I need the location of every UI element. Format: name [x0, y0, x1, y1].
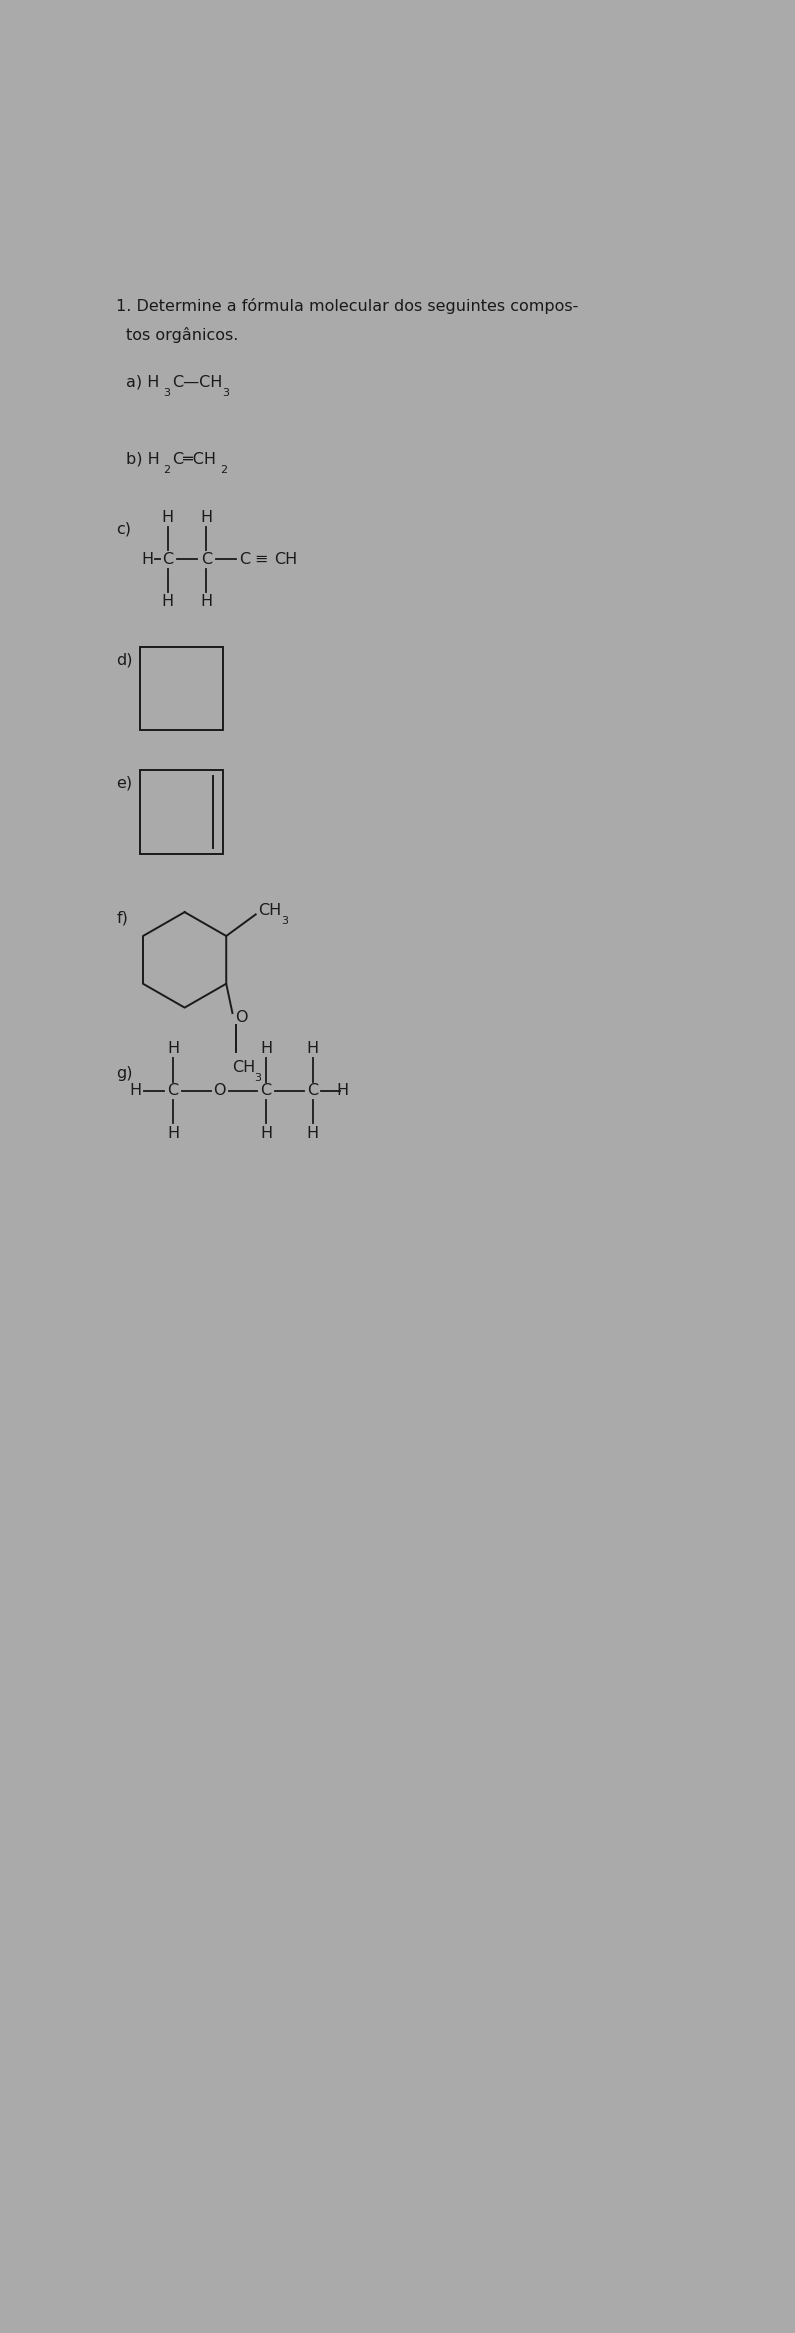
- Text: C—CH: C—CH: [173, 376, 223, 390]
- Text: H: H: [200, 595, 212, 609]
- Text: f): f): [116, 910, 128, 924]
- Text: H: H: [161, 595, 173, 609]
- Text: CH: CH: [274, 553, 298, 567]
- Text: H: H: [200, 509, 212, 525]
- Text: C: C: [168, 1083, 179, 1099]
- Text: CH: CH: [258, 903, 281, 919]
- Text: H: H: [130, 1083, 142, 1099]
- Text: C: C: [239, 553, 250, 567]
- Text: C: C: [201, 553, 212, 567]
- Text: H: H: [260, 1041, 272, 1057]
- Text: CH: CH: [231, 1059, 255, 1076]
- Text: O: O: [213, 1083, 226, 1099]
- Text: c): c): [116, 520, 131, 537]
- Text: 3: 3: [223, 387, 230, 399]
- Text: d): d): [116, 651, 133, 667]
- Bar: [140, 646, 223, 730]
- Text: C: C: [162, 553, 173, 567]
- Text: a) H: a) H: [126, 376, 160, 390]
- Text: H: H: [306, 1041, 319, 1057]
- Text: H: H: [167, 1125, 179, 1141]
- Text: 1. Determine a fórmula molecular dos seguintes compos-: 1. Determine a fórmula molecular dos seg…: [116, 299, 579, 313]
- Text: e): e): [116, 775, 133, 791]
- Text: 2: 2: [163, 464, 170, 476]
- Text: C: C: [261, 1083, 272, 1099]
- Text: H: H: [260, 1125, 272, 1141]
- Text: H: H: [142, 553, 153, 567]
- Text: C: C: [307, 1083, 318, 1099]
- Text: ≡: ≡: [254, 553, 268, 567]
- Text: b) H: b) H: [126, 453, 161, 467]
- Text: C═CH: C═CH: [173, 453, 216, 467]
- Text: H: H: [161, 509, 173, 525]
- Text: H: H: [306, 1125, 319, 1141]
- Text: O: O: [235, 1010, 248, 1024]
- Text: H: H: [335, 1083, 348, 1099]
- Text: tos orgânicos.: tos orgânicos.: [126, 327, 238, 343]
- Text: H: H: [167, 1041, 179, 1057]
- Text: 2: 2: [220, 464, 227, 476]
- Text: g): g): [116, 1066, 133, 1080]
- Text: 3: 3: [254, 1073, 262, 1083]
- Bar: [140, 770, 223, 854]
- Text: 3: 3: [281, 917, 288, 926]
- Text: 3: 3: [163, 387, 170, 399]
